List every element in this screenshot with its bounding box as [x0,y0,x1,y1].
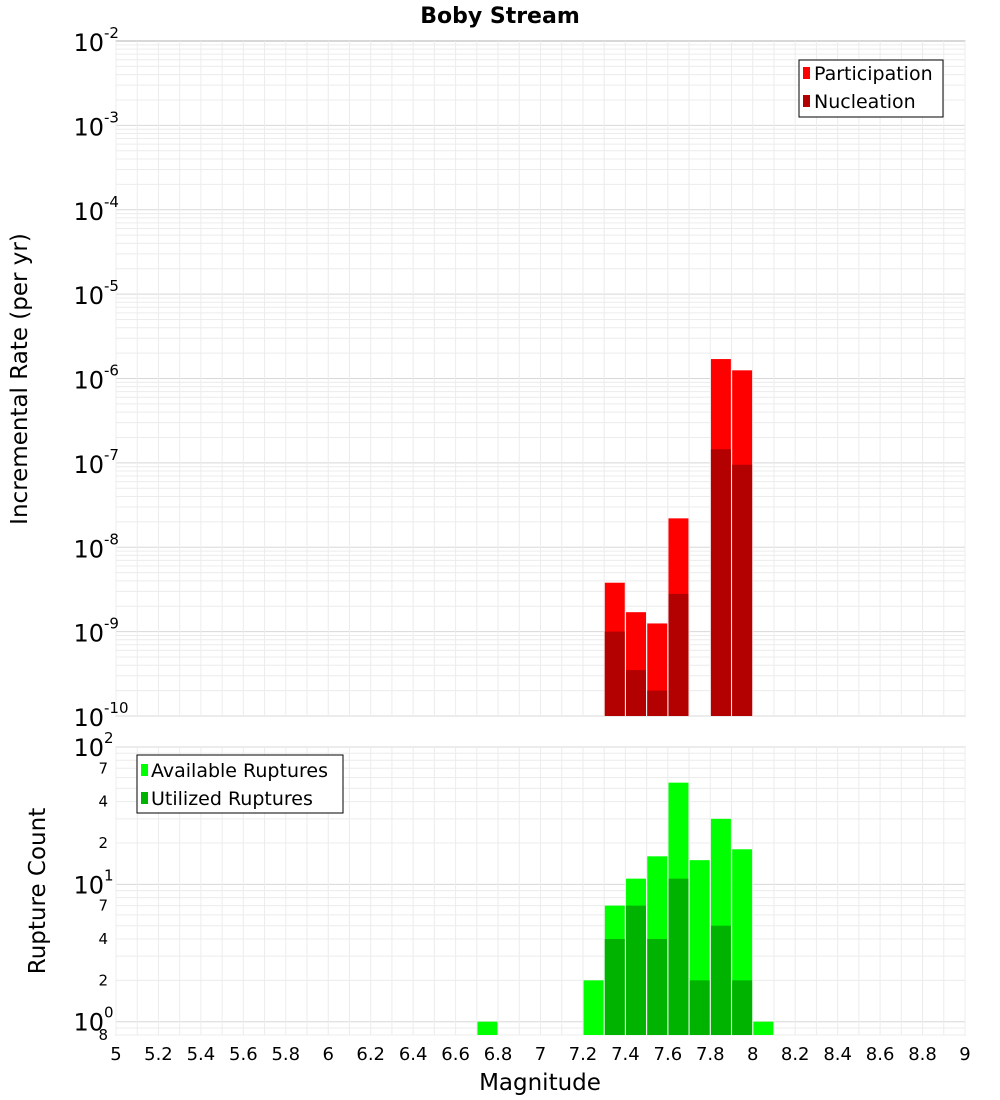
available-ruptures-bar [753,1021,774,1035]
available-ruptures-bar [477,1021,498,1035]
nucleation-bar [626,670,646,716]
utilized-ruptures-bar [604,939,625,1035]
count-y-tick-exponent: 1 [104,866,114,884]
rate-gridlines [115,41,966,717]
rate-y-tick-exponent: -7 [104,446,119,464]
x-tick-label: 9 [959,1044,970,1065]
count-y-tick-exponent: 2 [104,729,114,747]
x-tick-label: 8.8 [908,1044,937,1065]
x-tick-label: 7 [535,1044,546,1065]
x-tick-label: 5.2 [144,1044,173,1065]
x-tick-labels: 5 5.2 5.4 5.6 5.8 6 6.2 6.4 6.6 6.8 7 7.2 7.4 7.6 7.8 8… [110,1044,970,1065]
x-tick-label: 7.8 [696,1044,725,1065]
x-tick-label: 5.8 [271,1044,300,1065]
rate-y-tick-exponent: -2 [104,24,119,42]
rate-y-tick-label: 10 [73,282,104,310]
rate-y-tick-labels: 10-210-310-410-510-610-710-810-910-10 [73,24,128,732]
count-y-minor-tick-label: 4 [98,793,108,811]
rate-y-tick-exponent: -9 [104,615,119,633]
utilized-ruptures-bar [732,980,753,1035]
count-y-major-tick-label: 10 [73,1009,104,1037]
x-tick-label: 6.8 [484,1044,513,1065]
x-tick-label: 8.4 [823,1044,852,1065]
rate-y-axis-title: Incremental Rate (per yr) [7,233,33,525]
utilized-ruptures-bar [689,980,710,1035]
utilized-ruptures-bar [626,905,646,1035]
legend-label: Nucleation [814,91,916,113]
available-ruptures-bar [583,980,604,1035]
nucleation-bar [732,464,753,716]
count-y-minor-tick-label: 8 [98,1026,108,1044]
rate-y-tick-exponent: -3 [104,108,119,126]
rate-bars [604,359,753,716]
nucleation-bar [710,449,731,716]
nucleation-bar [647,690,668,716]
count-bars [477,782,774,1035]
rate-y-tick-label: 10 [73,704,104,732]
count-y-minor-tick-label: 7 [98,759,108,777]
x-tick-label: 7.6 [654,1044,683,1065]
legend-swatch [803,95,810,107]
rate-y-tick-label: 10 [73,29,104,57]
count-y-minor-tick-label: 2 [98,834,108,852]
nucleation-bar [668,593,689,716]
x-tick-label: 5.6 [229,1044,258,1065]
count-y-tick-exponent: 0 [104,1004,114,1022]
x-tick-label: 5 [110,1044,121,1065]
x-tick-label: 6.2 [356,1044,385,1065]
legend-label: Participation [814,63,933,85]
x-tick-label: 8.2 [781,1044,810,1065]
utilized-ruptures-bar [647,939,668,1035]
legend-label: Available Ruptures [151,760,328,782]
x-tick-label: 8 [747,1044,758,1065]
legend-swatch [803,67,810,79]
chart-title: Boby Stream [420,4,580,29]
rate-y-tick-exponent: -6 [104,362,119,380]
count-y-minor-tick-label: 2 [98,971,108,989]
rate-y-tick-label: 10 [73,198,104,226]
count-y-minor-tick-label: 4 [98,930,108,948]
x-tick-label: 6.4 [399,1044,428,1065]
utilized-ruptures-bar [710,925,731,1035]
rate-y-tick-label: 10 [73,113,104,141]
x-tick-label: 7.2 [569,1044,598,1065]
rate-y-tick-label: 10 [73,367,104,395]
x-axis-title: Magnitude [479,1070,601,1096]
count-legend-box [136,754,344,814]
rate-y-tick-exponent: -8 [104,530,119,548]
legend-swatch [141,764,148,776]
rate-y-tick-label: 10 [73,451,104,479]
rate-y-tick-exponent: -4 [104,193,119,211]
x-tick-label: 5.4 [187,1044,216,1065]
x-tick-label: 6 [323,1044,334,1065]
legend-label: Utilized Ruptures [151,788,313,810]
x-tick-label: 7.4 [611,1044,640,1065]
count-y-major-tick-label: 10 [73,871,104,899]
count-y-axis-title: Rupture Count [25,808,51,974]
count-legend: Available Ruptures Utilized Ruptures [136,754,344,814]
rate-y-tick-label: 10 [73,535,104,563]
rate-y-tick-exponent: -10 [104,699,129,717]
count-gridlines [115,746,966,1036]
count-y-minor-tick-label: 7 [98,897,108,915]
rate-legend: Participation Nucleation [798,59,944,118]
rate-legend-box [798,59,944,118]
x-tick-label: 8.6 [866,1044,895,1065]
legend-swatch [141,792,148,804]
rate-y-tick-exponent: -5 [104,277,119,295]
count-y-major-tick-label: 10 [73,734,104,762]
rate-y-tick-label: 10 [73,620,104,648]
utilized-ruptures-bar [668,878,689,1035]
rate-panel: 10-210-310-410-510-610-710-810-910-10 In… [7,24,966,732]
x-tick-label: 6.6 [441,1044,470,1065]
nucleation-bar [604,631,625,716]
